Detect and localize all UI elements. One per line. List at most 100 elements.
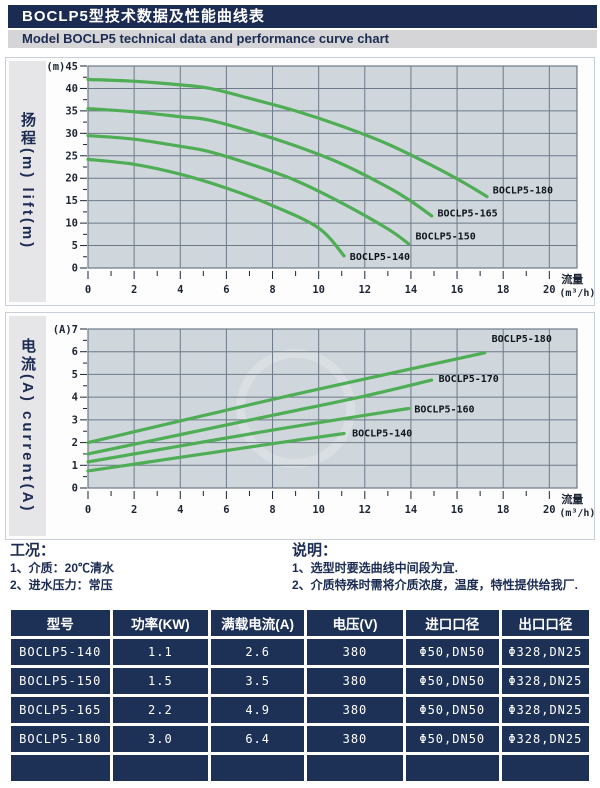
current-flow-chart: 0 2 4 6 8 10 12 14 16 18 20流量(m³/h)0123456(A)7BOCL… <box>53 324 596 519</box>
x-axis-unit-label: (m³/h) <box>559 288 595 299</box>
table-cell: 4.9 <box>211 697 305 723</box>
table-cell: Φ328,DN25 <box>501 639 589 665</box>
y-axis-tick-label: 15 <box>65 195 78 207</box>
column-header: 型号 <box>11 610 110 636</box>
table-cell: BOCLP5-180 <box>11 726 110 752</box>
table-cell: BOCLP5-140 <box>11 639 110 665</box>
table-cell: Φ50,DN50 <box>405 639 499 665</box>
y-axis-tick-label: 10 <box>65 218 78 230</box>
table-cell: 6.4 <box>211 726 305 752</box>
table-cell <box>112 755 209 781</box>
current-chart-panel: 电流(A) current(A) 0 2 4 6 8 10 12 14 16 18 20 流量 (m³/… <box>5 312 595 540</box>
page-subtitle: Model BOCLP5 technical data and performa… <box>8 30 597 48</box>
spec-table-body: BOCLP5-140 1.1 2.6 380 Φ50,DN50 Φ328,DN25 BOCL… <box>11 639 589 781</box>
table-row <box>11 755 589 781</box>
x-axis-tick-label: 4 <box>177 284 183 296</box>
table-cell <box>405 755 499 781</box>
curve-label-BOCLP5-150: BOCLP5-150 <box>416 232 476 243</box>
table-cell: 3.0 <box>112 726 209 752</box>
curve-label-BOCLP5-140: BOCLP5-140 <box>350 252 410 263</box>
x-axis-tick-label: 14 <box>405 284 418 296</box>
table-row: BOCLP5-140 1.1 2.6 380 Φ50,DN50 Φ328,DN25 <box>11 639 589 665</box>
y-axis-tick-label: 5 <box>72 240 78 252</box>
y-axis-tick-label: 6 <box>72 346 78 358</box>
x-axis-tick-label: 10 <box>312 284 325 296</box>
curve-label-BOCLP5-165: BOCLP5-165 <box>437 209 497 220</box>
lift-axis-side-label: 扬程(m) lift(m) <box>9 61 46 302</box>
lift-axis-side-label-text: 扬程(m) lift(m) <box>19 112 36 251</box>
x-axis-tick-label: 18 <box>497 504 510 516</box>
table-cell: 1.1 <box>112 639 209 665</box>
table-cell: 1.5 <box>112 668 209 694</box>
table-cell: 380 <box>307 697 403 723</box>
table-cell <box>11 755 110 781</box>
plot-area <box>88 329 577 488</box>
curve-BOCLP5-140 <box>86 157 346 258</box>
table-cell: Φ50,DN50 <box>405 726 499 752</box>
table-row: BOCLP5-165 2.2 4.9 380 Φ50,DN50 Φ328,DN25 <box>11 697 589 723</box>
working-conditions-section: 工况： 1、介质：20℃清水 2、进水压力：常压 <box>10 542 114 594</box>
x-axis-tick-label: 12 <box>358 504 371 516</box>
curve-label-BOCLP5-140: BOCLP5-140 <box>352 428 412 439</box>
curve-BOCLP5-160 <box>86 406 411 464</box>
column-header: 满载电流(A) <box>211 610 305 636</box>
y-axis-tick-label: 3 <box>72 414 78 426</box>
y-axis-tick-label: 0 <box>72 483 78 495</box>
y-axis-tick-label: 35 <box>65 105 78 117</box>
curve-label-BOCLP5-180: BOCLP5-180 <box>492 334 552 345</box>
y-axis-tick-label: (m)45 <box>46 61 78 73</box>
y-axis-tick-label: 30 <box>65 128 78 140</box>
curve-BOCLP5-180 <box>86 351 487 445</box>
x-axis-tick-label: 2 <box>131 504 137 516</box>
table-cell: 2.6 <box>211 639 305 665</box>
table-row: BOCLP5-180 3.0 6.4 380 Φ50,DN50 Φ328,DN25 <box>11 726 589 752</box>
y-axis-tick-label: 4 <box>72 392 78 404</box>
y-axis-tick-label: 20 <box>65 173 78 185</box>
y-axis-tick-label: 2 <box>72 437 78 449</box>
lift-chart-panel: 扬程(m) lift(m) 0 2 4 6 8 10 12 14 16 18 20 流量 (m³/h) 0… <box>5 57 595 306</box>
table-cell: Φ50,DN50 <box>405 697 499 723</box>
notes-section: 说明： 1、选型时要选曲线中间段为宜. 2、介质特殊时需将介质浓度，温度，特性提… <box>292 542 578 594</box>
table-cell <box>501 755 589 781</box>
x-axis-tick-label: 18 <box>497 284 510 296</box>
notes-item: 1、选型时要选曲线中间段为宜. <box>292 561 459 575</box>
page-title: BOCLP5型技术数据及性能曲线表 <box>8 5 597 28</box>
x-axis-tick-label: 20 <box>543 284 556 296</box>
curve-BOCLP5-140 <box>86 431 346 473</box>
curve-label-BOCLP5-170: BOCLP5-170 <box>439 374 499 385</box>
working-conditions-title: 工况： <box>10 542 56 559</box>
x-axis-tick-label: 2 <box>131 284 137 296</box>
table-cell: Φ328,DN25 <box>501 697 589 723</box>
spec-table-header-row: 型号 功率(KW) 满载电流(A) 电压(V) 进口口径 出口口径 <box>11 610 589 636</box>
notes-item: 2、介质特殊时需将介质浓度，温度，特性提供给我厂. <box>292 578 579 592</box>
current-axis-side-label-text: 电流(A) current(A) <box>19 338 36 514</box>
y-axis-tick-label: 40 <box>65 83 78 95</box>
x-axis-unit-label: 流量 <box>561 272 583 286</box>
y-axis-tick-label: (A)7 <box>53 324 78 336</box>
plot-border <box>87 65 578 269</box>
x-axis-tick-label: 6 <box>223 284 229 296</box>
plot-area <box>88 66 577 268</box>
column-header: 出口口径 <box>501 610 589 636</box>
plot-border <box>87 328 578 489</box>
curve-BOCLP5-165 <box>86 107 434 218</box>
curve-label-BOCLP5-180: BOCLP5-180 <box>493 185 553 196</box>
x-axis-tick-label: 16 <box>451 504 464 516</box>
table-cell: Φ328,DN25 <box>501 726 589 752</box>
y-axis-tick-label: 1 <box>72 460 78 472</box>
table-cell: 2.2 <box>112 697 209 723</box>
lift-flow-chart: 0 2 4 6 8 10 12 14 16 18 20 流量 (m³/h) 0 5 10 15 20 25 30 35 4… <box>46 61 595 299</box>
table-cell: 3.5 <box>211 668 305 694</box>
y-axis-tick-label: 5 <box>72 369 78 381</box>
curve-BOCLP5-150 <box>86 133 411 246</box>
x-axis-tick-label: 4 <box>177 504 183 516</box>
table-cell: Φ50,DN50 <box>405 668 499 694</box>
table-cell: 380 <box>307 668 403 694</box>
column-header: 电压(V) <box>307 610 403 636</box>
working-conditions-item: 1、介质：20℃清水 <box>10 561 115 575</box>
x-axis-tick-label: 10 <box>312 504 325 516</box>
table-cell <box>211 755 305 781</box>
x-axis-unit-label: (m³/h) <box>559 508 595 519</box>
x-axis-tick-label: 6 <box>223 504 229 516</box>
